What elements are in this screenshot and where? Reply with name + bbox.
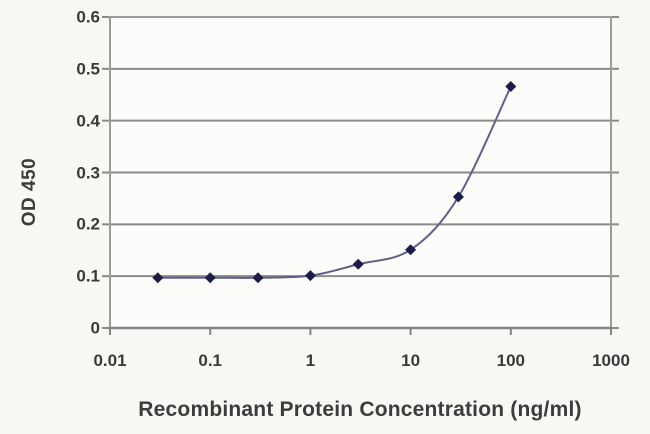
y-tick-label: 0.1 xyxy=(76,266,100,286)
x-tick-label: 0.01 xyxy=(93,351,127,370)
data-point-marker xyxy=(405,244,417,256)
data-point-marker xyxy=(452,191,464,203)
y-tick-label: 0 xyxy=(90,318,100,338)
x-axis-title: Recombinant Protein Concentration (ng/ml… xyxy=(138,398,582,421)
y-tick-label: 0.2 xyxy=(76,214,100,234)
x-tick-label: 10 xyxy=(401,351,421,370)
data-point-marker xyxy=(352,258,364,270)
data-point-marker xyxy=(152,272,164,284)
y-axis-title: OD 450 xyxy=(19,157,40,227)
x-tick-label: 100 xyxy=(496,351,525,370)
data-point-marker xyxy=(204,272,216,284)
y-tick-label: 0.6 xyxy=(76,7,100,27)
x-tick-label: 1000 xyxy=(592,351,630,370)
x-tick-label: 0.1 xyxy=(198,351,223,370)
y-tick-label: 0.3 xyxy=(76,163,100,182)
data-curve xyxy=(157,86,512,279)
data-point-marker xyxy=(505,80,517,92)
y-tick-label: 0.5 xyxy=(76,59,100,79)
data-point-marker xyxy=(252,272,264,284)
data-point-marker xyxy=(304,270,316,282)
y-tick-label: 0.4 xyxy=(76,111,100,131)
x-tick-label: 1 xyxy=(305,351,316,370)
